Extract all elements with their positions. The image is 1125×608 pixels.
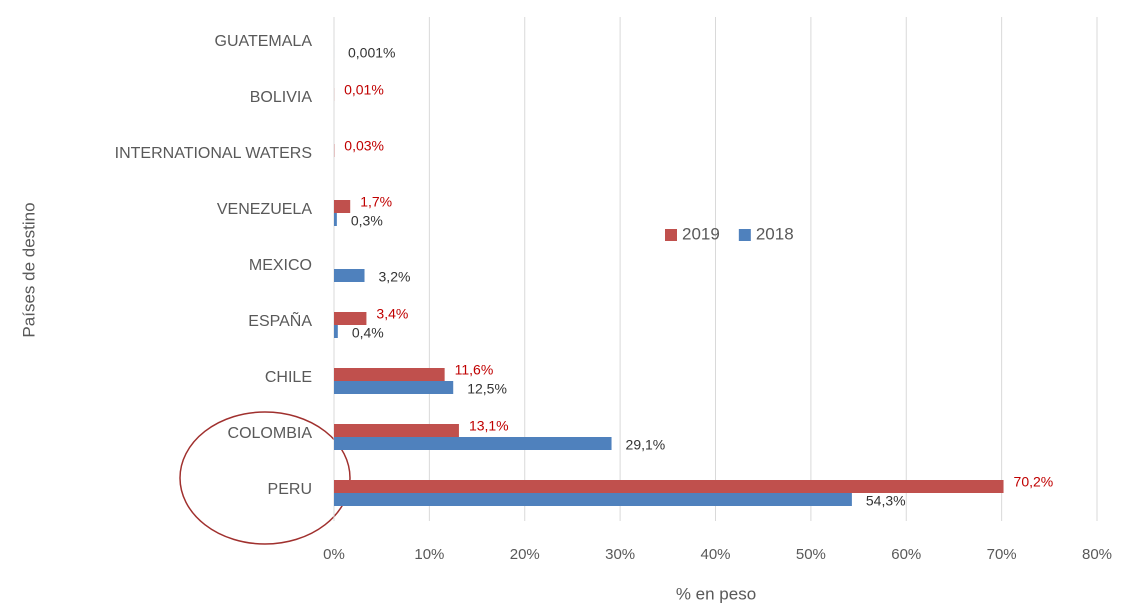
- y-tick-label: MEXICO: [249, 257, 312, 274]
- bar: [334, 480, 1004, 493]
- data-label: 13,1%: [469, 418, 509, 434]
- x-tick-label: 0%: [323, 546, 345, 563]
- highlight-circle: [179, 411, 351, 545]
- bar: [334, 368, 445, 381]
- legend-label: 2018: [756, 224, 794, 243]
- data-label: 12,5%: [467, 381, 507, 397]
- bar: [334, 424, 459, 437]
- bar: [334, 381, 454, 394]
- y-tick-label: VENEZUELA: [217, 201, 312, 218]
- data-label: 0,01%: [344, 82, 384, 98]
- y-tick-label: ESPAÑA: [248, 310, 312, 330]
- data-label: 0,3%: [351, 213, 383, 229]
- x-tick-label: 40%: [700, 546, 730, 563]
- y-tick-label: COLOMBIA: [228, 425, 313, 442]
- data-label: 0,001%: [348, 45, 395, 61]
- y-tick-label: GUATEMALA: [215, 33, 313, 50]
- bar: [334, 325, 338, 338]
- data-label: 3,4%: [376, 306, 408, 322]
- x-tick-label: 30%: [605, 546, 635, 563]
- bar: [334, 493, 852, 506]
- data-label: 70,2%: [1014, 474, 1054, 490]
- x-tick-label: 20%: [510, 546, 540, 563]
- x-tick-label: 80%: [1082, 546, 1112, 563]
- bar: [334, 213, 337, 226]
- y-axis-label: Países de destino: [19, 202, 38, 337]
- legend-swatch: [665, 229, 677, 241]
- legend-label: 2019: [682, 224, 720, 243]
- y-tick-label: CHILE: [265, 369, 312, 386]
- bar: [334, 200, 351, 213]
- x-tick-label: 60%: [891, 546, 921, 563]
- y-tick-label: PERU: [268, 481, 312, 498]
- data-label: 3,2%: [379, 269, 411, 285]
- data-label: 29,1%: [626, 437, 666, 453]
- legend-swatch: [738, 229, 751, 241]
- data-label: 0,4%: [352, 325, 384, 341]
- x-axis-label: % en peso: [676, 584, 756, 603]
- y-tick-label: INTERNATIONAL WATERS: [115, 145, 312, 162]
- x-tick-label: 10%: [414, 546, 444, 563]
- x-tick-label: 50%: [796, 546, 826, 563]
- data-label: 0,03%: [344, 138, 384, 154]
- data-label: 11,6%: [455, 362, 494, 378]
- data-label: 54,3%: [866, 493, 906, 509]
- bar: [334, 312, 367, 325]
- bar: [334, 269, 365, 282]
- bar: [334, 437, 612, 450]
- y-tick-label: BOLIVIA: [250, 89, 313, 106]
- x-tick-label: 70%: [987, 546, 1017, 563]
- data-label: 1,7%: [360, 194, 392, 210]
